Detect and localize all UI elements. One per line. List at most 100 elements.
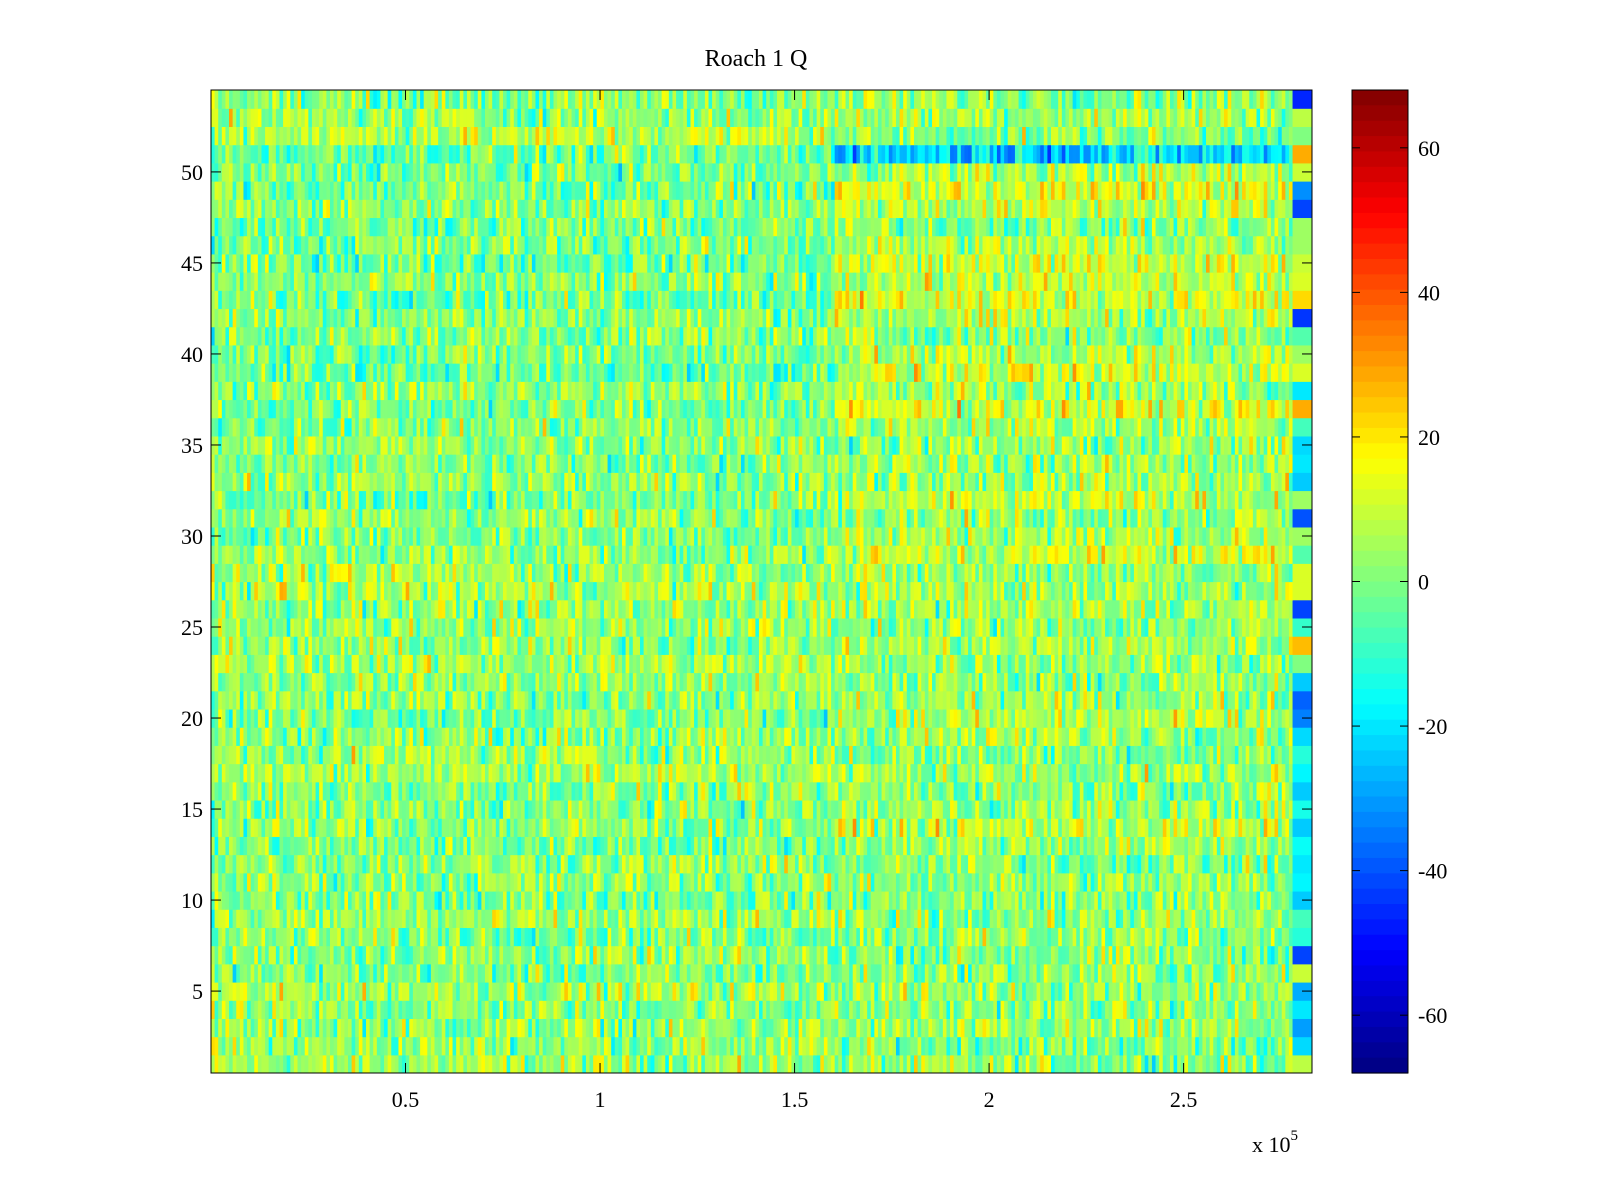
heatmap-cell [1249, 909, 1254, 928]
heatmap-cell [1058, 1036, 1063, 1056]
heatmap-cell [769, 872, 775, 892]
heatmap-cell [315, 799, 320, 819]
heatmap-cell [463, 1000, 468, 1019]
heatmap-cell [1198, 890, 1204, 910]
heatmap-cell [683, 963, 688, 983]
heatmap-cell [358, 872, 364, 892]
heatmap-cell [286, 927, 291, 947]
heatmap-cell [1173, 963, 1178, 983]
heatmap-cell [1209, 818, 1214, 837]
heatmap-cell [474, 872, 479, 892]
heatmap-cell [474, 854, 479, 874]
heatmap-cell [730, 763, 735, 783]
heatmap-cell [279, 872, 284, 892]
heatmap-cell [791, 799, 796, 819]
heatmap-cell [863, 927, 868, 947]
heatmap-cell [218, 1036, 223, 1056]
heatmap-cell [268, 1018, 273, 1038]
heatmap-cell [452, 927, 457, 947]
heatmap-cell [816, 1054, 821, 1073]
heatmap-cell [1036, 927, 1041, 947]
heatmap-cell [1058, 836, 1063, 856]
heatmap-cell [996, 781, 1002, 801]
heatmap-cell [690, 799, 695, 819]
heatmap-cell [838, 890, 843, 910]
heatmap-cell [456, 890, 461, 910]
heatmap-cell [495, 963, 501, 983]
heatmap-cell [243, 981, 248, 1001]
heatmap-cell [391, 981, 396, 1001]
heatmap-cell [394, 763, 400, 783]
heatmap-cell [881, 963, 886, 983]
heatmap-cell [910, 1018, 915, 1038]
heatmap-cell [1141, 799, 1146, 819]
heatmap-cell [672, 1000, 677, 1019]
heatmap-cell [427, 872, 432, 892]
heatmap-cell [214, 963, 219, 983]
heatmap-cell [704, 981, 710, 1001]
heatmap-cell [722, 981, 728, 1001]
heatmap-cell [492, 872, 497, 892]
heatmap-cell [715, 963, 720, 983]
heatmap-cell [311, 781, 317, 801]
heatmap-cell [856, 1018, 861, 1038]
heatmap-cell [892, 1018, 897, 1038]
heatmap-cell [1108, 1036, 1113, 1056]
heatmap-cell [924, 781, 930, 801]
heatmap-cell [1195, 909, 1200, 928]
heatmap-cell [524, 872, 529, 892]
heatmap-cell [755, 1036, 760, 1056]
heatmap-cell [351, 872, 356, 892]
heatmap-cell [957, 1054, 962, 1073]
heatmap-cell [376, 781, 382, 801]
heatmap-cell [232, 836, 237, 856]
heatmap-cell [986, 963, 991, 983]
heatmap-cell [650, 945, 656, 965]
heatmap-cell [1238, 927, 1243, 947]
heatmap-cell [1069, 836, 1074, 856]
heatmap-cell [492, 799, 497, 819]
heatmap-cell [366, 909, 371, 928]
heatmap-cell [232, 854, 237, 874]
heatmap-cell [820, 1036, 825, 1056]
heatmap-cell [658, 763, 663, 783]
heatmap-cell [928, 909, 933, 928]
heatmap-cell [524, 981, 529, 1001]
heatmap-cell [1260, 818, 1265, 837]
heatmap-cell [1119, 963, 1124, 983]
heatmap-cell [427, 854, 432, 874]
heatmap-cell [701, 1036, 706, 1056]
heatmap-cell [557, 836, 562, 856]
heatmap-cell [1202, 1000, 1207, 1019]
heatmap-cell [611, 927, 616, 947]
heatmap-cell [239, 981, 245, 1001]
heatmap-cell [766, 1036, 771, 1056]
heatmap-cell [340, 872, 345, 892]
heatmap-cell [863, 781, 868, 801]
heatmap-cell [521, 963, 526, 983]
heatmap-cell [1198, 854, 1204, 874]
heatmap-cell [809, 836, 814, 856]
heatmap-cell [1260, 963, 1265, 983]
heatmap-cell [535, 799, 540, 819]
heatmap-cell [942, 909, 948, 928]
heatmap-cell [369, 1000, 374, 1019]
heatmap-cell [463, 963, 468, 983]
heatmap-cell [614, 1018, 619, 1038]
heatmap-cell [679, 1036, 684, 1056]
heatmap-cell [993, 1054, 998, 1073]
heatmap-cell [564, 981, 569, 1001]
heatmap-cell [600, 763, 605, 783]
heatmap-cell [607, 945, 612, 965]
heatmap-cell [672, 927, 677, 947]
heatmap-cell [856, 872, 861, 892]
heatmap-cell [827, 1036, 832, 1056]
heatmap-cell [679, 781, 684, 801]
heatmap-cell [755, 981, 760, 1001]
heatmap-cell [575, 1000, 580, 1019]
heatmap-cell [495, 927, 501, 947]
heatmap-cell [416, 763, 421, 783]
heatmap-cell [456, 927, 461, 947]
heatmap-cell [322, 763, 327, 783]
heatmap-cell [319, 909, 324, 928]
